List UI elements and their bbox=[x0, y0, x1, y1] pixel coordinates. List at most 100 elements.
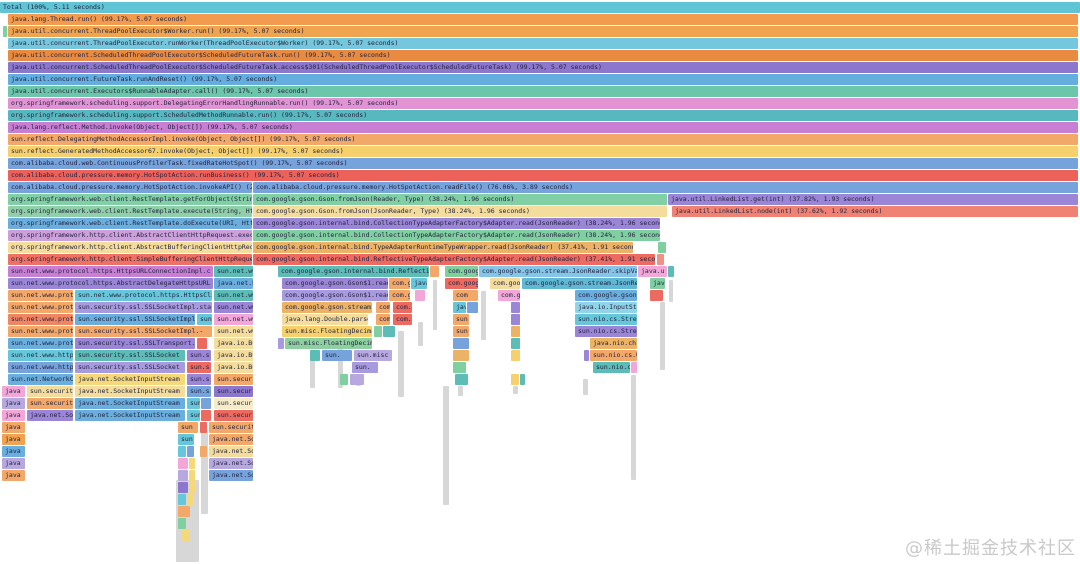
flame-frame[interactable]: sun.security.ssl.SSLTransport.d bbox=[75, 338, 195, 349]
flame-frame[interactable]: java.util.concurrent.ThreadPoolExecutor.… bbox=[8, 38, 1078, 49]
flame-frame[interactable] bbox=[511, 314, 520, 325]
flame-frame[interactable]: org.springframework.scheduling.support.D… bbox=[8, 98, 1078, 109]
flame-frame[interactable]: sun.net.www.prot bbox=[8, 326, 73, 337]
flame-frame[interactable]: sun.security bbox=[27, 398, 73, 409]
flame-frame[interactable]: com bbox=[376, 302, 390, 313]
flame-frame[interactable]: org.springframework.http.client.Abstract… bbox=[8, 242, 252, 253]
flame-frame[interactable]: sun.nio.cs.Stre bbox=[575, 326, 637, 337]
flame-frame[interactable]: java bbox=[2, 446, 25, 457]
flame-frame[interactable] bbox=[178, 458, 188, 469]
flame-frame[interactable] bbox=[511, 338, 520, 349]
flame-frame[interactable]: java.lang.reflect.Method.invoke(Object, … bbox=[8, 122, 1078, 133]
flame-frame[interactable]: java bbox=[2, 398, 25, 409]
flame-frame[interactable] bbox=[178, 518, 186, 529]
flame-frame[interactable]: java bbox=[2, 470, 25, 481]
flame-frame[interactable]: com bbox=[453, 290, 478, 301]
flame-frame[interactable]: java.util.LinkedList.node(int) (37.62%, … bbox=[672, 206, 1078, 217]
flame-frame[interactable]: sun.security. bbox=[214, 374, 253, 385]
flame-frame[interactable] bbox=[350, 374, 364, 385]
flame-frame[interactable]: sun bbox=[187, 410, 200, 421]
flame-frame[interactable]: sun.s bbox=[187, 386, 211, 397]
flame-frame[interactable]: java.io.Buffe bbox=[214, 362, 253, 373]
flame-frame[interactable]: java bbox=[411, 278, 427, 289]
flame-frame[interactable]: sun.security.ssl.SSLSocketImpl. bbox=[75, 314, 195, 325]
flame-frame[interactable]: java.util.concurrent.ScheduledThreadPool… bbox=[8, 50, 1078, 61]
flame-frame[interactable]: com.g bbox=[389, 290, 410, 301]
flame-frame[interactable]: Total (100%, 5.11 seconds) bbox=[0, 2, 1080, 13]
flame-frame[interactable] bbox=[520, 374, 525, 385]
flame-frame[interactable]: com. bbox=[393, 314, 412, 325]
flame-frame[interactable] bbox=[453, 362, 466, 373]
flame-frame[interactable]: sun.security.ssl.SSLSocketImpl.star bbox=[75, 302, 212, 313]
flame-frame[interactable]: sun bbox=[187, 398, 200, 409]
flame-frame[interactable]: java.util.concurrent.ThreadPoolExecutor$… bbox=[8, 26, 1078, 37]
flame-frame[interactable]: com.google.gson.stream.JsonRea bbox=[522, 278, 637, 289]
flame-frame[interactable] bbox=[383, 326, 395, 337]
flame-frame[interactable]: jav bbox=[453, 302, 466, 313]
flame-frame[interactable] bbox=[631, 362, 637, 373]
flame-frame[interactable]: sun.net.www.protocol.https.HttpsCli bbox=[75, 290, 212, 301]
flame-frame[interactable]: sun.security. bbox=[214, 410, 253, 421]
flame-frame[interactable]: java.u bbox=[638, 266, 667, 277]
flame-frame[interactable]: sun bbox=[197, 314, 212, 325]
flame-frame[interactable] bbox=[189, 458, 195, 469]
flame-frame[interactable]: org.springframework.web.client.RestTempl… bbox=[8, 206, 252, 217]
flame-frame[interactable] bbox=[511, 350, 520, 361]
flame-frame[interactable]: sun.s bbox=[187, 362, 211, 373]
flame-frame[interactable]: sun.nio.cs.Strea bbox=[575, 314, 637, 325]
flame-frame[interactable] bbox=[374, 326, 382, 337]
flame-frame[interactable]: sun.net.www.prot bbox=[8, 290, 73, 301]
flame-frame[interactable] bbox=[200, 422, 207, 433]
flame-frame[interactable] bbox=[511, 326, 520, 337]
flame-frame[interactable]: sun.security. bbox=[214, 398, 253, 409]
flame-frame[interactable] bbox=[201, 410, 211, 421]
flame-frame[interactable]: java.net.SocketInputStream bbox=[75, 374, 185, 385]
flame-frame[interactable] bbox=[178, 482, 188, 493]
flame-frame[interactable]: com. bbox=[393, 302, 412, 313]
flame-frame[interactable] bbox=[189, 482, 195, 493]
flame-frame[interactable] bbox=[650, 290, 663, 301]
flame-frame[interactable] bbox=[511, 374, 519, 385]
flame-frame[interactable]: java.io.Buffe bbox=[214, 350, 253, 361]
flame-frame[interactable] bbox=[201, 398, 211, 409]
flame-frame[interactable]: sun.s bbox=[187, 374, 211, 385]
flame-frame[interactable]: com.google.gson.stream.JsonReader.skipVa… bbox=[479, 266, 637, 277]
flame-frame[interactable]: sun.security. bbox=[214, 386, 253, 397]
flame-frame[interactable]: sun.net.www.protocol.https.AbstractDeleg… bbox=[8, 278, 213, 289]
flame-frame[interactable]: sun bbox=[453, 326, 469, 337]
flame-frame[interactable] bbox=[187, 494, 193, 505]
flame-frame[interactable]: java.lang.Thread.run() (99.17%, 5.07 sec… bbox=[8, 14, 1078, 25]
flame-frame[interactable]: com.alibaba.cloud.pressure.memory.HotSpo… bbox=[8, 182, 252, 193]
flame-frame[interactable]: sun.net.www.http bbox=[8, 350, 73, 361]
flame-frame[interactable]: com.google.gson.internal.bind.TypeAdapte… bbox=[253, 242, 633, 253]
flame-frame[interactable]: java.io.InputStr bbox=[575, 302, 637, 313]
flame-frame[interactable] bbox=[657, 254, 664, 265]
flame-frame[interactable]: sun.s bbox=[187, 350, 211, 361]
flame-frame[interactable] bbox=[189, 470, 195, 481]
flame-frame[interactable]: com.google.gson.Gson.fromJson(JsonReader… bbox=[253, 206, 667, 217]
flame-frame[interactable]: java.net.Sock bbox=[209, 446, 253, 457]
flame-frame[interactable]: sun.security.ssl.SSLSocketImpl.- bbox=[75, 326, 212, 337]
flame-frame[interactable]: sun bbox=[178, 422, 198, 433]
flame-frame[interactable]: sun.net.www.protocol.https.HttpsURLConne… bbox=[8, 266, 213, 277]
flame-frame[interactable]: java.net.Sock bbox=[209, 470, 253, 481]
flame-frame[interactable]: java bbox=[2, 458, 25, 469]
flame-frame[interactable] bbox=[178, 506, 190, 517]
flame-frame[interactable]: com.alibaba.cloud.pressure.memory.HotSpo… bbox=[253, 182, 1078, 193]
flame-frame[interactable] bbox=[668, 266, 674, 277]
flame-frame[interactable]: java.net.Http bbox=[214, 278, 253, 289]
flame-frame[interactable]: java bbox=[2, 422, 25, 433]
flame-frame[interactable] bbox=[278, 338, 284, 349]
flame-frame[interactable] bbox=[182, 530, 190, 541]
flame-frame[interactable]: com bbox=[376, 314, 390, 325]
flame-frame[interactable]: com.goog bbox=[445, 266, 478, 277]
flame-frame[interactable]: sun.misc bbox=[354, 350, 392, 361]
flame-frame[interactable]: com.g bbox=[498, 290, 520, 301]
flame-frame[interactable] bbox=[453, 350, 469, 361]
flame-frame[interactable]: sun.net.www.p bbox=[214, 266, 253, 277]
flame-frame[interactable]: sun.reflect.DelegatingMethodAccessorImpl… bbox=[8, 134, 1078, 145]
flame-frame[interactable]: sun. bbox=[322, 350, 352, 361]
flame-frame[interactable]: sun.net.www.prot bbox=[8, 338, 73, 349]
flame-frame[interactable]: sun.net.NetworkC bbox=[8, 374, 73, 385]
flame-frame[interactable]: sun bbox=[178, 434, 194, 445]
